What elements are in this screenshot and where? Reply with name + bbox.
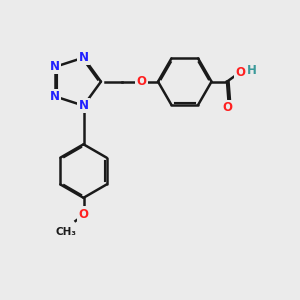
Text: H: H (247, 64, 256, 77)
Text: O: O (137, 75, 147, 88)
Text: N: N (50, 60, 60, 73)
Text: O: O (222, 101, 232, 114)
Text: N: N (79, 99, 88, 112)
Text: O: O (236, 66, 245, 79)
Text: N: N (79, 51, 88, 64)
Text: CH₃: CH₃ (55, 227, 76, 237)
Text: N: N (50, 90, 60, 103)
Text: O: O (79, 208, 88, 221)
